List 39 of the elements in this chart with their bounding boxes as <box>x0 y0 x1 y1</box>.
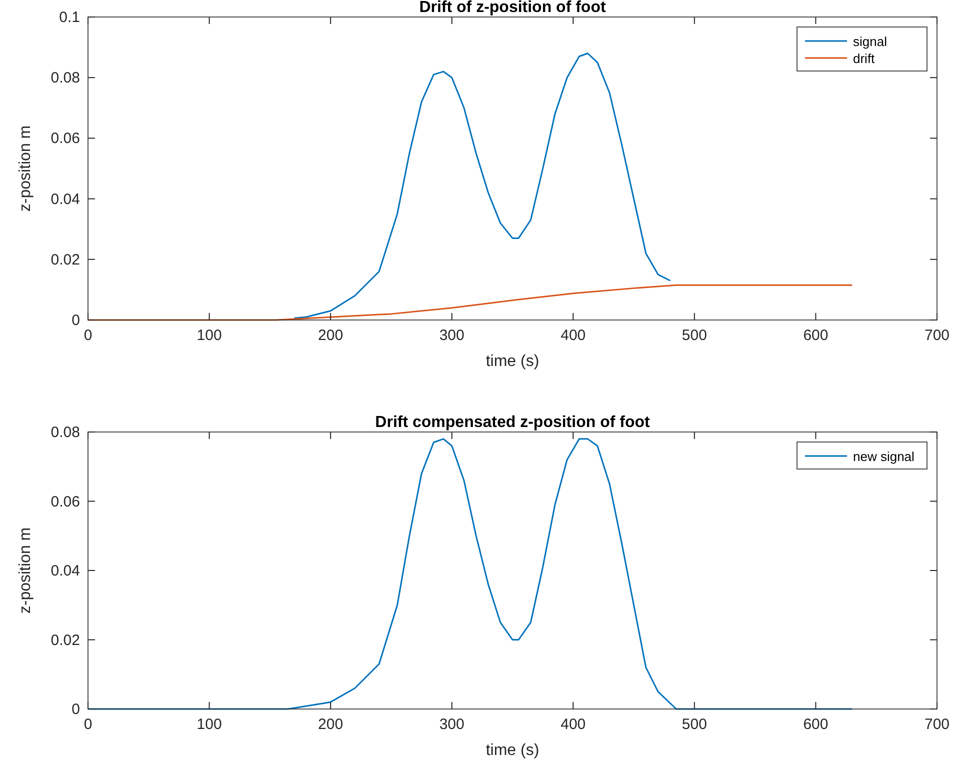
y-axis-title: z-position m <box>17 527 34 614</box>
legend-label: signal <box>853 34 888 49</box>
x-tick-label: 100 <box>196 716 222 733</box>
line-series <box>293 52 671 319</box>
y-tick-label: 0.02 <box>50 251 80 268</box>
y-tick-label: 0.04 <box>50 190 80 208</box>
x-tick-label: 400 <box>560 327 586 344</box>
line-series <box>87 438 853 710</box>
x-tick-label: 200 <box>318 716 344 733</box>
x-tick-label: 500 <box>682 327 707 344</box>
x-tick-label: 0 <box>84 716 92 733</box>
x-tick-label: 300 <box>439 716 464 733</box>
y-tick-label: 0.06 <box>50 493 80 510</box>
y-tick-label: 0 <box>72 312 80 329</box>
y-tick-label: 0.02 <box>50 632 80 649</box>
x-tick-label: 600 <box>803 327 828 344</box>
chart-title: Drift of z-position of foot <box>419 0 606 16</box>
y-tick-label: 0 <box>72 701 80 718</box>
x-tick-label: 200 <box>318 327 344 344</box>
y-tick-label: 0.1 <box>59 9 80 26</box>
line-series <box>87 284 853 321</box>
legend-label: drift <box>853 51 876 66</box>
x-tick-label: 100 <box>196 327 222 344</box>
x-tick-label: 500 <box>682 716 707 733</box>
chart-title: Drift compensated z-position of foot <box>375 414 650 431</box>
y-tick-label: 0.04 <box>50 562 80 580</box>
x-tick-label: 400 <box>560 716 586 733</box>
x-axis-title: time (s) <box>486 742 540 759</box>
x-axis-title: time (s) <box>486 353 540 370</box>
y-axis-title: z-position m <box>17 125 34 212</box>
x-tick-label: 300 <box>439 327 464 344</box>
x-tick-label: 700 <box>924 327 950 344</box>
legend-label: new signal <box>853 449 915 464</box>
x-tick-label: 600 <box>803 716 828 733</box>
y-tick-label: 0.08 <box>50 70 80 87</box>
y-tick-label: 0.08 <box>50 424 80 441</box>
x-tick-label: 700 <box>924 716 950 733</box>
y-tick-label: 0.06 <box>50 130 80 148</box>
x-tick-label: 0 <box>84 327 92 344</box>
